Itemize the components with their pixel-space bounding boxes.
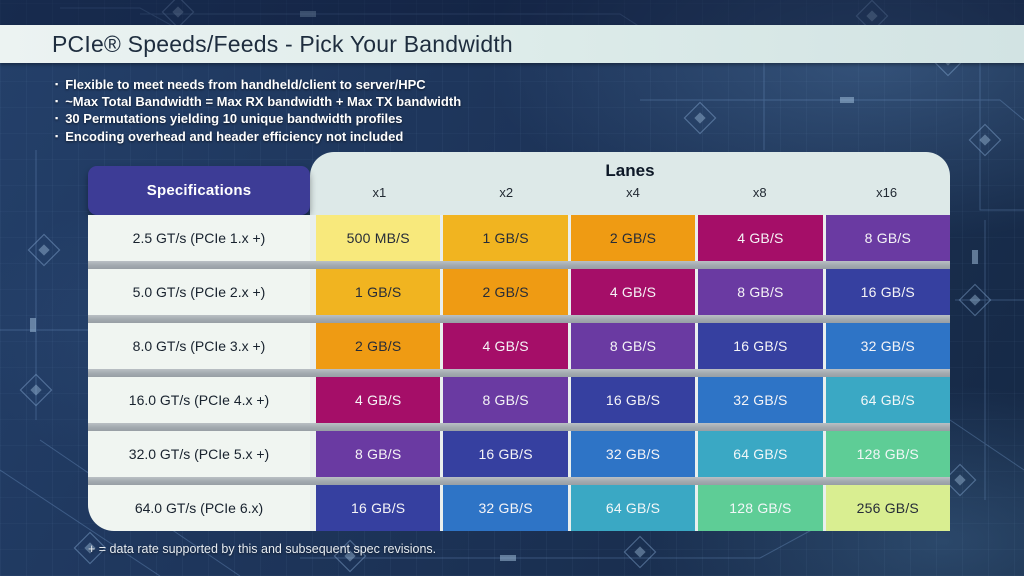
lane-cells: 2 GB/S 4 GB/S 8 GB/S 16 GB/S 32 GB/S (310, 323, 951, 369)
lane-column-label-x2: x2 (499, 185, 514, 200)
row-separator (88, 423, 950, 431)
table-row: 64.0 GT/s (PCIe 6.x) 16 GB/S 32 GB/S 64 … (88, 485, 951, 531)
bandwidth-cell: 2 GB/S (443, 269, 568, 315)
lane-cells: 8 GB/S 16 GB/S 32 GB/S 64 GB/S 128 GB/S (310, 431, 951, 477)
spec-cell: 32.0 GT/s (PCIe 5.x +) (88, 431, 310, 477)
page-title: PCIe® Speeds/Feeds - Pick Your Bandwidth (52, 31, 513, 57)
spec-cell: 2.5 GT/s (PCIe 1.x +) (88, 215, 310, 261)
bandwidth-cell: 32 GB/S (698, 377, 823, 423)
bandwidth-cell: 4 GB/S (698, 215, 823, 261)
bandwidth-cell: 16 GB/S (825, 269, 951, 315)
table-row: 16.0 GT/s (PCIe 4.x +) 4 GB/S 8 GB/S 16 … (88, 377, 951, 423)
bullet-item: ▪ 30 Permutations yielding 10 unique band… (55, 110, 461, 127)
bandwidth-cell: 16 GB/S (698, 323, 823, 369)
footnote: + = data rate supported by this and subs… (88, 542, 437, 556)
row-separator (88, 261, 950, 269)
bandwidth-cell: 1 GB/S (443, 215, 568, 261)
top-strip (0, 0, 1024, 25)
lane-cells: 4 GB/S 8 GB/S 16 GB/S 32 GB/S 64 GB/S (310, 377, 951, 423)
bandwidth-cell: 2 GB/S (570, 215, 696, 261)
bandwidth-cell: 64 GB/S (698, 431, 823, 477)
specifications-header: Specifications (88, 166, 310, 215)
table-row: 5.0 GT/s (PCIe 2.x +) 1 GB/S 2 GB/S 4 GB… (88, 269, 951, 315)
specifications-header-label: Specifications (146, 182, 252, 199)
bullet-text: ~Max Total Bandwidth = Max RX bandwidth … (65, 94, 462, 110)
bandwidth-cell: 8 GB/S (570, 323, 696, 369)
lane-column-label-x8: x8 (752, 185, 767, 200)
bandwidth-cell: 4 GB/S (316, 377, 441, 423)
table-row: 2.5 GT/s (PCIe 1.x +) 500 MB/S 1 GB/S 2 … (88, 215, 951, 261)
bandwidth-cell: 32 GB/S (570, 431, 696, 477)
bandwidth-cell: 256 GB/S (825, 485, 951, 531)
lane-cells: 1 GB/S 2 GB/S 4 GB/S 8 GB/S 16 GB/S (310, 269, 951, 315)
bandwidth-cell: 500 MB/S (316, 215, 441, 261)
bandwidth-cell: 4 GB/S (443, 323, 568, 369)
lane-column-label-x4: x4 (626, 185, 640, 200)
bullet-list: ▪ Flexible to meet needs from handheld/cl… (55, 76, 461, 145)
spec-cell: 16.0 GT/s (PCIe 4.x +) (88, 377, 310, 423)
lanes-header-label: Lanes (605, 161, 655, 180)
row-separator (88, 369, 950, 377)
bullet-square-icon: ▪ (55, 113, 59, 124)
spec-cell: 8.0 GT/s (PCIe 3.x +) (88, 323, 310, 369)
bandwidth-cell: 32 GB/S (825, 323, 951, 369)
lane-cells: 16 GB/S 32 GB/S 64 GB/S 128 GB/S 256 GB/… (310, 485, 951, 531)
spec-cell: 5.0 GT/s (PCIe 2.x +) (88, 269, 310, 315)
title-bar: PCIe® Speeds/Feeds - Pick Your Bandwidth (0, 25, 1024, 63)
bullet-item: ▪ Encoding overhead and header efficiency… (55, 128, 461, 145)
bandwidth-cell: 8 GB/S (443, 377, 568, 423)
bandwidth-cell: 16 GB/S (570, 377, 696, 423)
bandwidth-cell: 8 GB/S (698, 269, 823, 315)
bandwidth-cell: 1 GB/S (316, 269, 441, 315)
bandwidth-cell: 64 GB/S (825, 377, 951, 423)
table-row: 32.0 GT/s (PCIe 5.x +) 8 GB/S 16 GB/S 32… (88, 431, 951, 477)
bandwidth-cell: 128 GB/S (698, 485, 823, 531)
row-separator (88, 477, 950, 485)
bandwidth-cell: 32 GB/S (443, 485, 568, 531)
bandwidth-cell: 8 GB/S (825, 215, 951, 261)
table-row: 8.0 GT/s (PCIe 3.x +) 2 GB/S 4 GB/S 8 GB… (88, 323, 951, 369)
lane-cells: 500 MB/S 1 GB/S 2 GB/S 4 GB/S 8 GB/S (310, 215, 951, 261)
lane-column-label-x1: x1 (372, 185, 387, 200)
bandwidth-cell: 128 GB/S (825, 431, 951, 477)
lanes-header-panel: Lanes x1 x2 x4 x8 x16 (310, 152, 950, 215)
bullet-item: ▪ Flexible to meet needs from handheld/cl… (55, 76, 461, 93)
bullet-square-icon: ▪ (55, 79, 59, 89)
bandwidth-cell: 16 GB/S (443, 431, 568, 477)
bandwidth-cell: 4 GB/S (570, 269, 696, 315)
bandwidth-cell: 16 GB/S (316, 485, 441, 531)
bullet-text: Flexible to meet needs from handheld/cli… (65, 77, 426, 92)
table-rows: 2.5 GT/s (PCIe 1.x +) 500 MB/S 1 GB/S 2 … (88, 215, 951, 531)
row-separator (88, 315, 950, 323)
spec-cell: 64.0 GT/s (PCIe 6.x) (88, 485, 310, 531)
bullet-item: ▪ ~Max Total Bandwidth = Max RX bandwidth… (55, 93, 461, 110)
bullet-square-icon: ▪ (55, 130, 59, 141)
bandwidth-cell: 64 GB/S (570, 485, 696, 531)
bandwidth-cell: 2 GB/S (316, 323, 441, 369)
bullet-text: 30 Permutations yielding 10 unique bandw… (65, 111, 403, 127)
bullet-square-icon: ▪ (55, 96, 59, 107)
bullet-text: Encoding overhead and header efficiency … (65, 128, 404, 144)
lane-column-label-x16: x16 (876, 185, 898, 200)
bandwidth-cell: 8 GB/S (316, 431, 441, 477)
lane-column-labels: x1 x2 x4 x8 x16 (310, 185, 950, 200)
